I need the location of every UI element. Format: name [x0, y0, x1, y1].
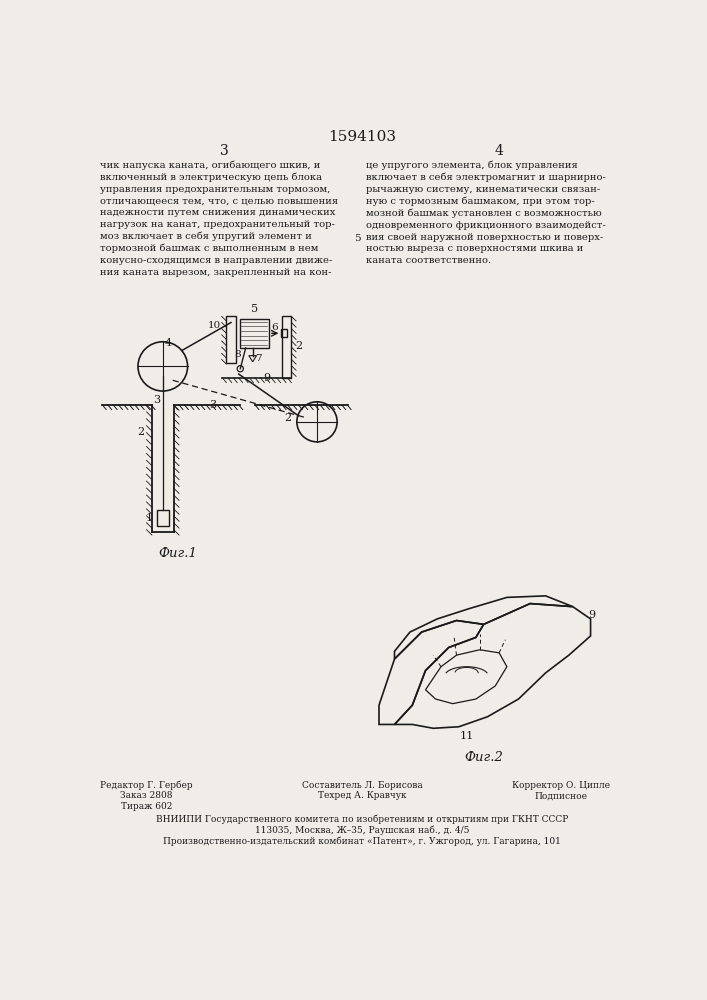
Text: 113035, Москва, Ж–35, Раушская наб., д. 4/5: 113035, Москва, Ж–35, Раушская наб., д. … — [255, 825, 469, 835]
Text: 2: 2 — [284, 413, 291, 423]
Text: Техред А. Кравчук: Техред А. Кравчук — [317, 791, 407, 800]
Text: Фиг.2: Фиг.2 — [464, 751, 503, 764]
Text: чик напуска каната, огибающего шкив, и
включенный в электрическую цепь блока
упр: чик напуска каната, огибающего шкив, и в… — [100, 160, 338, 277]
Bar — [156, 510, 169, 526]
Text: 1: 1 — [145, 513, 153, 523]
Text: Фиг.1: Фиг.1 — [158, 547, 197, 560]
Text: 1594103: 1594103 — [328, 130, 396, 144]
Text: 3: 3 — [153, 395, 160, 405]
Bar — [226, 316, 235, 363]
Text: 4: 4 — [495, 144, 503, 158]
Text: ВНИИПИ Государственного комитета по изобретениям и открытиям при ГКНТ СССР: ВНИИПИ Государственного комитета по изоб… — [156, 815, 568, 824]
Text: Заказ 2808: Заказ 2808 — [120, 791, 173, 800]
Text: 2: 2 — [296, 341, 303, 351]
Text: 5: 5 — [251, 304, 258, 314]
Text: Тираж 602: Тираж 602 — [121, 802, 173, 811]
Text: 3: 3 — [220, 144, 228, 158]
Bar — [281, 329, 287, 337]
Text: 3: 3 — [209, 400, 216, 410]
Text: Производственно-издательский комбинат «Патент», г. Ужгород, ул. Гагарина, 101: Производственно-издательский комбинат «П… — [163, 836, 561, 846]
Text: це упругого элемента, блок управления
включает в себя электромагнит и шарнирно-
: це упругого элемента, блок управления вк… — [366, 160, 606, 265]
Text: Корректор О. Ципле: Корректор О. Ципле — [512, 781, 610, 790]
Bar — [240, 319, 269, 348]
Text: 9: 9 — [263, 373, 270, 383]
Text: 6: 6 — [271, 323, 278, 332]
Bar — [282, 316, 291, 378]
Text: 5: 5 — [354, 234, 361, 243]
Text: Подписное: Подписное — [534, 791, 588, 800]
Text: 8: 8 — [235, 350, 241, 359]
Text: 11: 11 — [460, 731, 474, 741]
Text: Редактор Г. Гербер: Редактор Г. Гербер — [100, 781, 193, 790]
Text: 2: 2 — [138, 427, 145, 437]
Text: 9: 9 — [588, 610, 596, 620]
Text: Составитель Л. Борисова: Составитель Л. Борисова — [302, 781, 422, 790]
Text: 10: 10 — [207, 321, 221, 330]
Text: 7: 7 — [255, 354, 262, 363]
Text: 4: 4 — [164, 338, 171, 348]
